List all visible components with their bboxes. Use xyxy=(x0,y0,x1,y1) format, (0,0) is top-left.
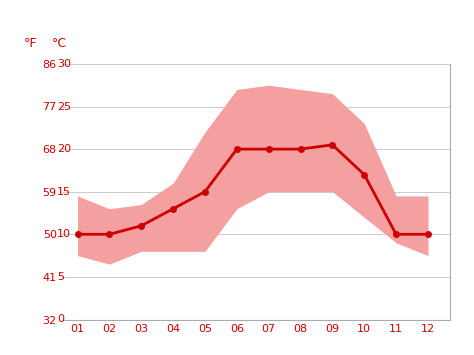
Text: 25: 25 xyxy=(57,102,71,111)
Text: 10: 10 xyxy=(57,229,71,239)
Text: 5: 5 xyxy=(57,272,64,282)
Text: 0: 0 xyxy=(57,315,64,324)
Text: 20: 20 xyxy=(57,144,71,154)
Text: 15: 15 xyxy=(57,187,71,197)
Text: °C: °C xyxy=(52,37,67,50)
Text: 30: 30 xyxy=(57,59,71,69)
Text: °F: °F xyxy=(24,37,37,50)
